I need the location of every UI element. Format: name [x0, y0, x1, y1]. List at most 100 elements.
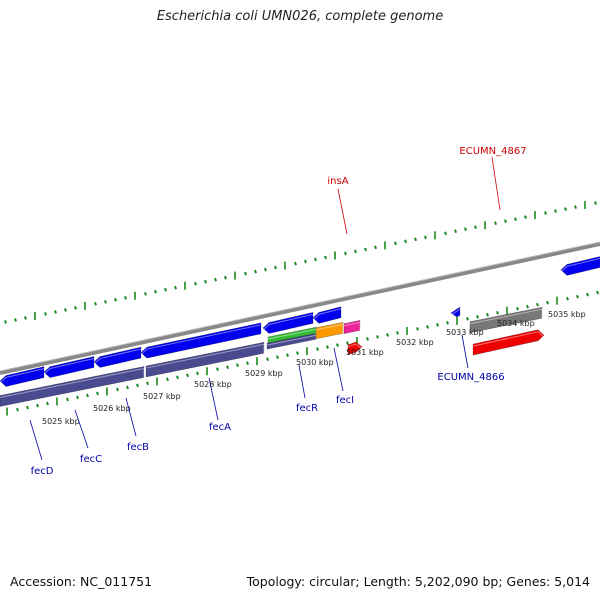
- inner-tick: [266, 357, 269, 361]
- outer-tick: [144, 291, 147, 296]
- inner-tick: [526, 304, 529, 309]
- label-ecumn-4867: ECUMN_4867: [459, 146, 526, 157]
- label-ecumn-4866: ECUMN_4866: [437, 372, 504, 383]
- outer-tick: [474, 225, 477, 230]
- scale-tick-label: 5033 kbp: [446, 328, 484, 337]
- outer-tick: [494, 221, 497, 225]
- inner-tick: [186, 373, 189, 378]
- outer-tick: [274, 265, 277, 270]
- leader-ecumn-4867: [491, 156, 501, 211]
- inner-tick: [496, 310, 499, 315]
- outer-tick: [344, 251, 347, 256]
- cds-fecI: [312, 306, 342, 324]
- backbone-line: [0, 242, 600, 375]
- inner-tick: [446, 321, 449, 325]
- leader-fecd: [29, 419, 43, 461]
- inner-tick: [586, 292, 589, 297]
- gene-ecumn-4867-shine: [469, 308, 543, 325]
- inner-tick: [166, 377, 169, 382]
- outer-tick: [254, 269, 257, 274]
- inner-tick: [136, 383, 139, 388]
- outer-tick: [54, 310, 57, 314]
- inner-tick: [126, 385, 129, 390]
- inner-tick: [176, 375, 179, 380]
- outer-tick: [564, 207, 567, 211]
- outer-tick: [554, 209, 557, 213]
- outer-tick: [464, 227, 467, 232]
- outer-tick: [364, 247, 367, 252]
- inner-tick: [426, 325, 429, 329]
- cds-fecB-shine: [93, 348, 142, 365]
- scale-tick-label: 5029 kbp: [245, 369, 283, 378]
- inner-tick: [196, 371, 199, 376]
- outer-tick: [244, 271, 247, 276]
- inner-tick: [466, 317, 469, 321]
- cds-ecumn-4867: [472, 329, 545, 356]
- leader-ecumn-4866: [461, 334, 469, 369]
- cds-ecumn-4867-shine: [472, 331, 545, 347]
- backbone-highlight: [0, 241, 600, 372]
- outer-tick: [44, 312, 47, 316]
- leader-fecc: [74, 409, 89, 449]
- cds-insA: [347, 341, 363, 356]
- outer-tick: [194, 281, 197, 286]
- scale-tick-label: 5032 kbp: [396, 338, 434, 347]
- cds-fecC-shine: [43, 358, 95, 375]
- outer-tick: [294, 261, 297, 266]
- inner-tick: [146, 381, 149, 386]
- genome-summary: Topology: circular; Length: 5,202,090 bp…: [246, 574, 590, 589]
- inner-tick: [376, 335, 379, 339]
- inner-tick: [236, 363, 239, 368]
- inner-tick: [46, 401, 49, 406]
- inner-tick: [16, 407, 19, 412]
- outer-tick: [104, 300, 107, 304]
- outer-tick: [594, 201, 597, 205]
- outer-tick: [174, 285, 177, 290]
- gene-fecD-C-B: [0, 366, 145, 407]
- outer-tick: [64, 308, 67, 312]
- inner-tick: [76, 395, 79, 400]
- leader-feca: [208, 377, 219, 421]
- outer-tick: [354, 249, 357, 254]
- feature-orange-shine: [315, 323, 344, 336]
- inner-tick: [96, 391, 99, 396]
- outer-tick: [314, 257, 317, 262]
- outer-tick: [514, 217, 517, 221]
- inner-tick: [346, 341, 349, 345]
- label-fecr: fecR: [296, 403, 318, 414]
- outer-tick: [214, 277, 217, 282]
- outer-tick: [154, 289, 157, 294]
- inner-tick: [386, 333, 389, 337]
- inner-tick: [246, 361, 249, 366]
- map-title: Escherichia coli UMN026, complete genome: [156, 9, 444, 24]
- cds-right-edge: [560, 256, 600, 276]
- outer-tick: [544, 211, 547, 215]
- inner-tick: [116, 387, 119, 392]
- cds-right-edge-shine: [560, 258, 600, 273]
- outer-tick: [324, 255, 327, 260]
- leader-fecr: [298, 364, 306, 399]
- outer-tick: [114, 297, 117, 302]
- inner-tick: [576, 294, 579, 299]
- label-fecc: fecC: [80, 454, 102, 465]
- scale-tick-label: 5027 kbp: [143, 392, 181, 401]
- outer-tick: [24, 316, 27, 320]
- outer-tick: [304, 259, 307, 264]
- outer-tick: [74, 306, 77, 310]
- scale-tick-label: 5025 kbp: [42, 417, 80, 426]
- gene-insA-shine: [343, 321, 361, 333]
- label-feci: fecI: [336, 395, 354, 406]
- inner-tick: [316, 347, 319, 351]
- inner-tick: [416, 327, 419, 331]
- scale-tick-label: 5028 kbp: [194, 380, 232, 389]
- inner-tick: [436, 323, 439, 327]
- inner-tick: [326, 345, 329, 349]
- leader-feci: [333, 347, 344, 392]
- outer-tick: [444, 231, 447, 236]
- inner-tick: [36, 403, 39, 408]
- cds-ecumn-4866-shine: [450, 308, 461, 316]
- label-feca: fecA: [209, 422, 231, 433]
- outer-tick: [264, 267, 267, 272]
- inner-tick: [66, 397, 69, 402]
